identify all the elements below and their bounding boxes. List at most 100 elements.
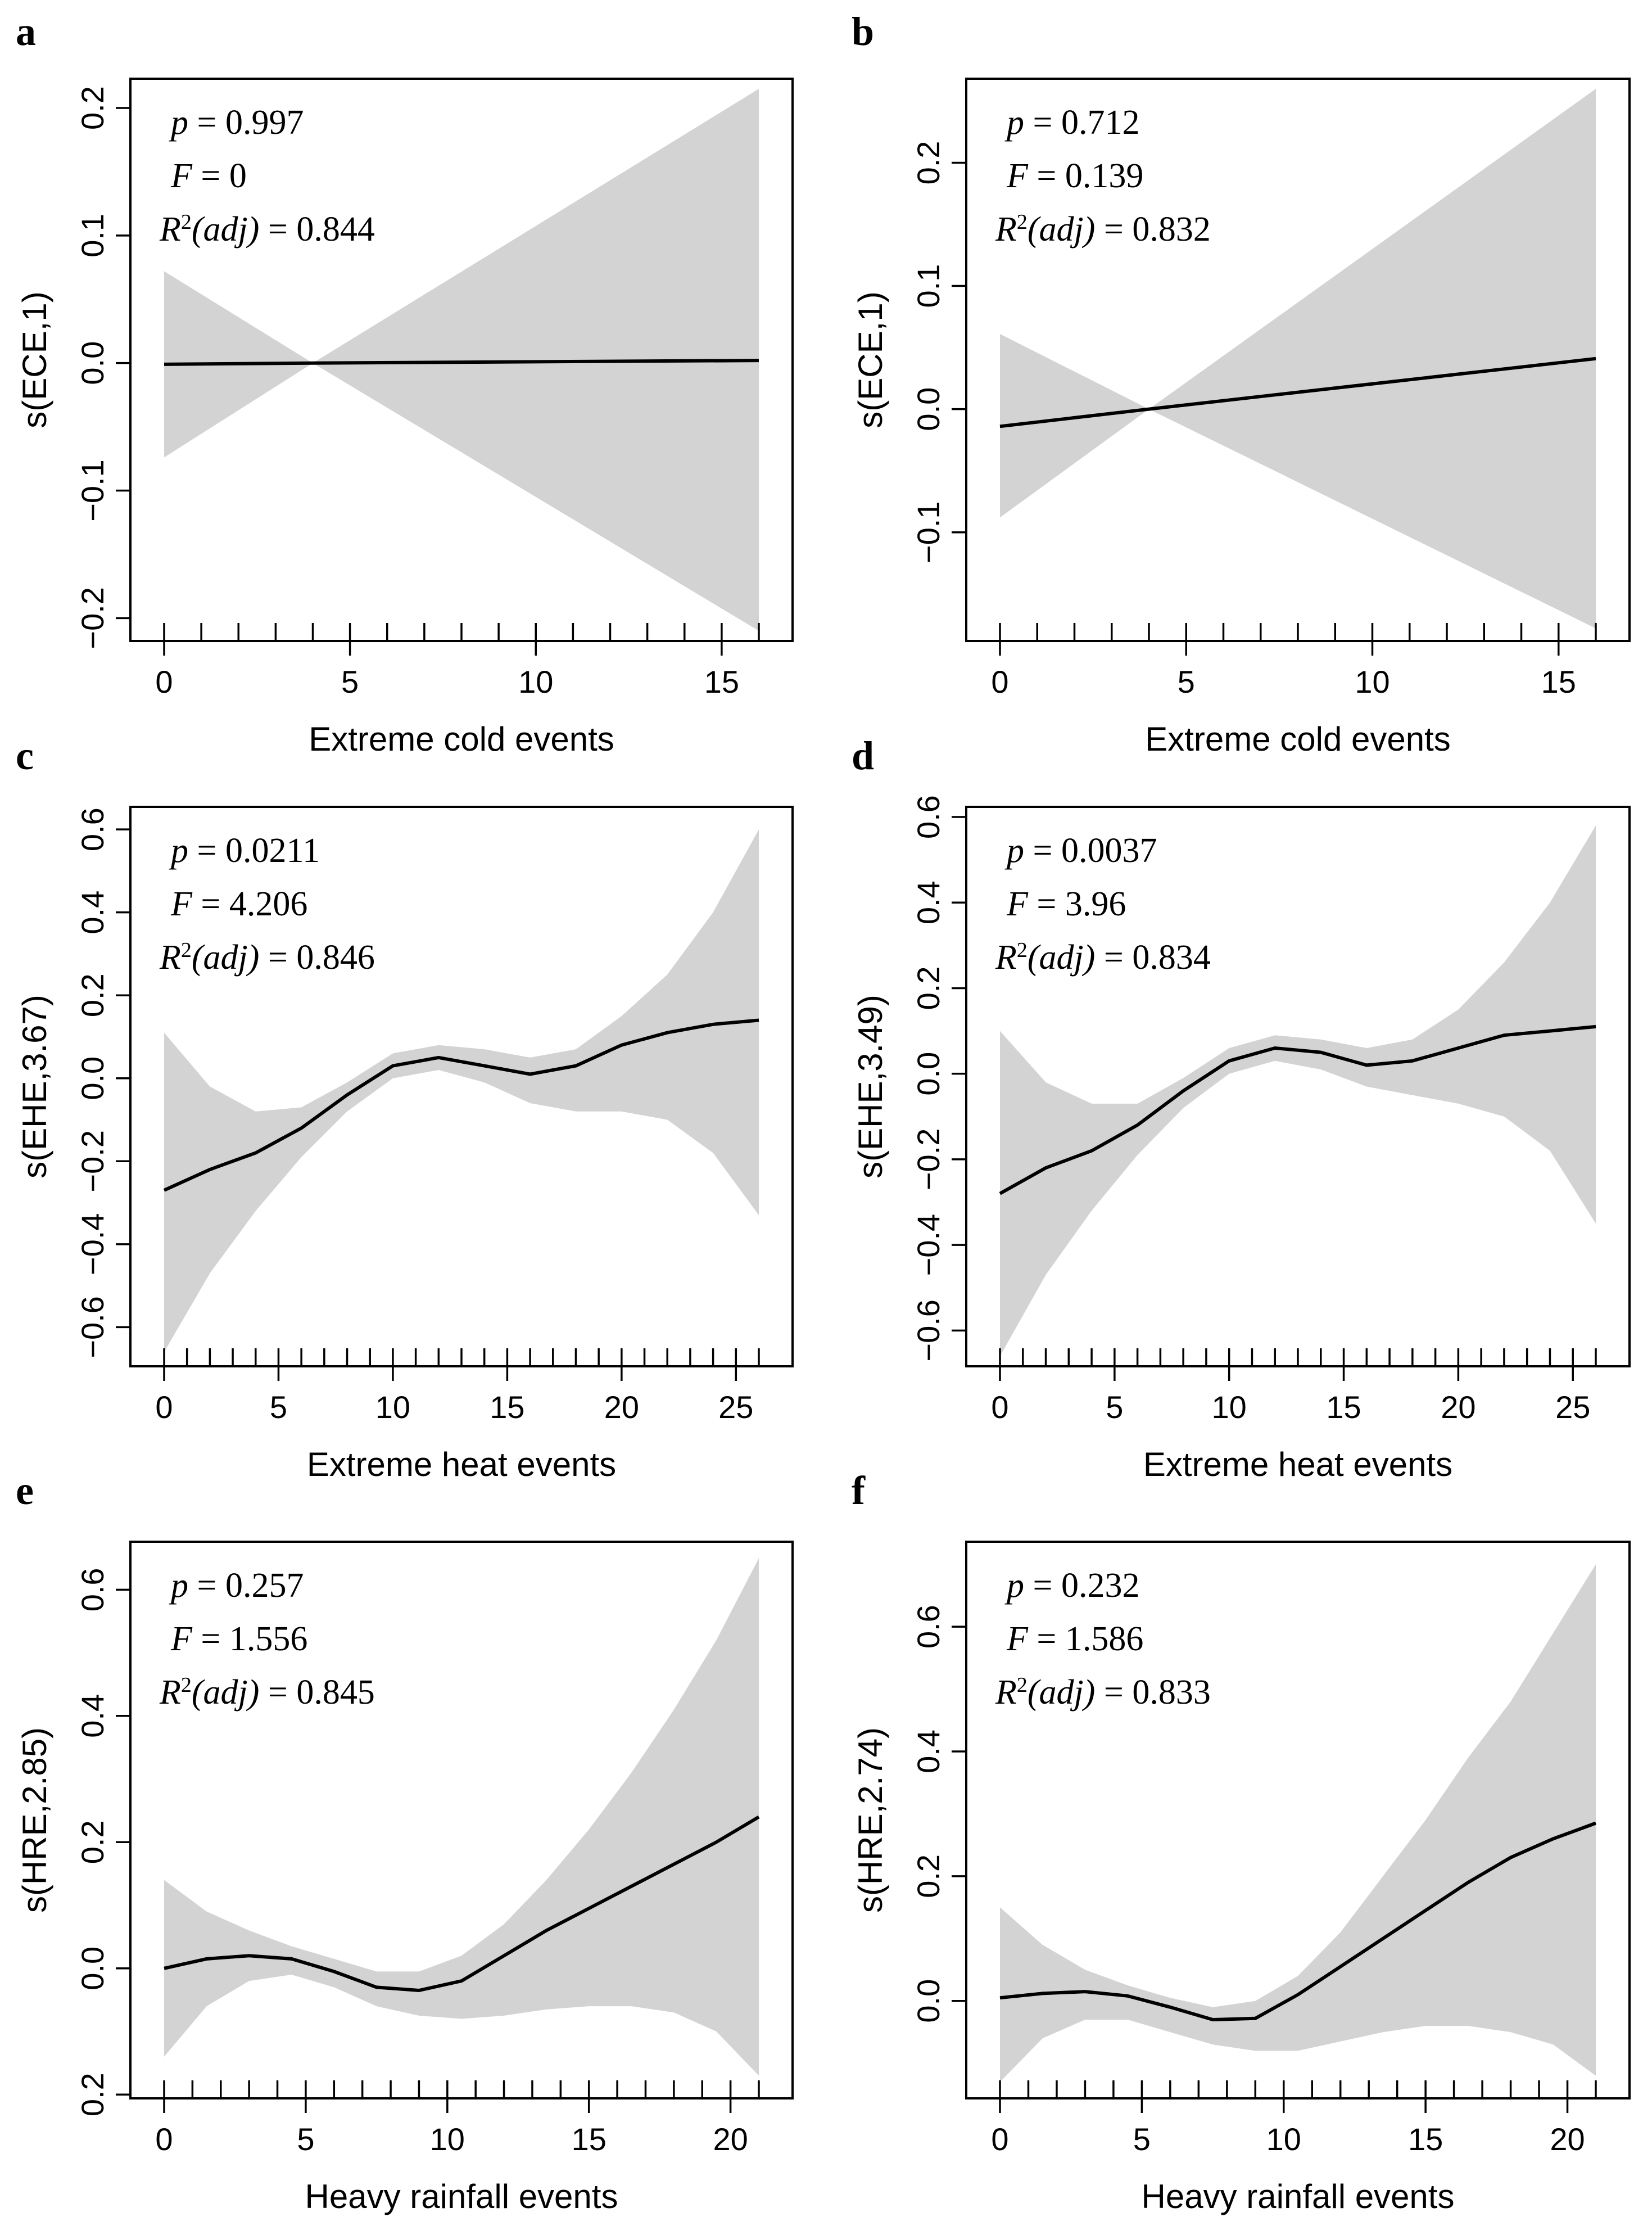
x-tick-label: 25 [1555, 1389, 1590, 1425]
x-tick-label: 5 [1178, 664, 1195, 699]
panel-b: b 0 5 10 15 −0.1 0.0 0.1 0.2 Extreme cold events s… [852, 9, 1631, 758]
stat-p: p = 0.0037 [1004, 832, 1157, 870]
x-tick-label: 20 [713, 2121, 748, 2157]
x-tick-label: 0 [991, 664, 1008, 699]
panel-d: d 0 5 10 15 20 25 −0.6 −0.4 −0.2 0.0 0.2 0.4 0.6 Extre… [852, 733, 1631, 1483]
stat-f: F = 1.556 [170, 1620, 307, 1658]
y-tick-label: 0.2 [75, 2073, 110, 2116]
fitted-line [163, 1018, 759, 1192]
x-tick-label: 15 [1326, 1389, 1361, 1425]
panel-f: f 0 5 10 15 20 0.0 0.2 0.4 0.6 Heavy rainfall even… [852, 1468, 1631, 2215]
stat-r2: R2(adj) = 0.845 [159, 1673, 375, 1712]
y-tick-label: 0.0 [75, 1947, 110, 1990]
stat-p: p = 0.997 [169, 103, 304, 142]
y-tick-label: 0.2 [911, 141, 946, 185]
stat-f: F = 4.206 [170, 885, 307, 923]
fitted-line [999, 1024, 1596, 1195]
y-tick-label: 0.2 [911, 967, 946, 1010]
y-tick-label: 0.2 [75, 973, 110, 1017]
panel-letter: e [16, 1468, 34, 1513]
confidence-band [1000, 1564, 1596, 2082]
confidence-band [164, 89, 759, 631]
x-tick-label: 15 [1541, 664, 1576, 699]
y-tick-label: 0.6 [75, 1568, 110, 1611]
x-tick-label: 5 [297, 2121, 314, 2157]
x-tick-label: 15 [704, 664, 739, 699]
y-axis-title: s(ECE,1) [852, 291, 889, 428]
x-tick-label: 0 [155, 1389, 173, 1425]
x-axis-title: Extreme cold events [309, 720, 614, 758]
stat-r2: R2(adj) = 0.834 [995, 938, 1211, 977]
fitted-line [999, 356, 1596, 428]
x-axis-title: Extreme heat events [307, 1446, 616, 1483]
stat-r2: R2(adj) = 0.846 [159, 938, 375, 977]
stat-f: F = 1.586 [1006, 1620, 1143, 1658]
y-tick-label: 0.0 [911, 1052, 946, 1096]
stat-p: p = 0.232 [1004, 1566, 1139, 1605]
y-axis-title: s(ECE,1) [16, 291, 53, 428]
y-axis-title: s(HRE,2.74) [852, 1727, 889, 1913]
y-tick-label: 0.4 [75, 1694, 110, 1738]
x-tick-label: 10 [375, 1389, 410, 1425]
y-tick-label: −0.2 [75, 587, 110, 649]
x-tick-label: 5 [1106, 1389, 1123, 1425]
x-tick-label: 0 [155, 2121, 173, 2157]
stat-p: p = 0.257 [169, 1566, 304, 1605]
stat-r2: R2(adj) = 0.844 [159, 210, 375, 249]
x-tick-label: 15 [490, 1389, 524, 1425]
x-tick-label: 15 [1408, 2121, 1443, 2157]
y-tick-label: 0.6 [911, 1605, 946, 1649]
y-tick-label: 0.2 [911, 1854, 946, 1898]
x-tick-label: 10 [1355, 664, 1390, 699]
panel-e: e 0 5 10 15 20 0.2 0.0 0.2 0.4 0.6 Heavy rainfall e… [16, 1468, 794, 2215]
stat-f: F = 0.139 [1006, 157, 1143, 195]
y-tick-label: 0.6 [75, 807, 110, 851]
confidence-band [164, 1558, 759, 2076]
stat-r2: R2(adj) = 0.832 [995, 210, 1211, 249]
fitted-line [164, 359, 759, 366]
x-tick-label: 10 [518, 664, 553, 699]
confidence-band [1000, 89, 1596, 629]
panel-letter: b [852, 9, 874, 54]
plot-frame [129, 1541, 794, 2099]
y-axis-title: s(EHE,3.67) [16, 995, 53, 1179]
fitted-line [999, 1821, 1597, 2022]
stat-r2: R2(adj) = 0.833 [995, 1673, 1211, 1712]
x-tick-label: 5 [270, 1389, 287, 1425]
x-tick-label: 10 [430, 2121, 465, 2157]
y-tick-label: −0.4 [75, 1213, 110, 1276]
x-axis-title: Extreme heat events [1143, 1446, 1452, 1483]
stat-p: p = 0.0211 [169, 832, 320, 870]
x-tick-label: 20 [1550, 2121, 1585, 2157]
panel-letter: a [16, 9, 36, 54]
panel-letter: f [852, 1468, 866, 1513]
y-tick-label: −0.2 [75, 1130, 110, 1193]
stat-p: p = 0.712 [1004, 103, 1139, 142]
y-tick-label: 0.6 [911, 795, 946, 839]
y-tick-label: 0.0 [911, 1979, 946, 2023]
panel-letter: d [852, 733, 874, 778]
panel-letter: c [16, 733, 34, 778]
y-tick-label: 0.1 [911, 264, 946, 308]
y-tick-label: 0.0 [911, 387, 946, 431]
y-tick-label: 0.0 [75, 1056, 110, 1100]
confidence-band [1000, 825, 1596, 1356]
y-tick-label: −0.2 [911, 1128, 946, 1191]
y-tick-label: 0.4 [911, 1730, 946, 1773]
x-axis-title: Extreme cold events [1145, 720, 1451, 758]
x-tick-label: 20 [604, 1389, 639, 1425]
x-tick-label: 5 [1133, 2121, 1151, 2157]
x-tick-label: 15 [572, 2121, 607, 2157]
y-tick-label: 0.0 [75, 341, 110, 385]
y-tick-label: 0.4 [911, 881, 946, 924]
x-tick-label: 20 [1441, 1389, 1476, 1425]
x-tick-label: 0 [991, 2121, 1008, 2157]
x-tick-label: 10 [1266, 2121, 1301, 2157]
y-tick-label: −0.4 [911, 1214, 946, 1276]
panel-c: c 0 5 10 15 20 25 −0.6 −0.4 −0.2 0.0 0.2 0.4 0.6 Extre… [16, 733, 794, 1483]
panel-a: a 0 5 10 15 −0.2 −0.1 0.0 0.1 0.2 Extreme cold eve… [16, 9, 794, 758]
x-tick-label: 10 [1212, 1389, 1247, 1425]
y-tick-label: −0.1 [911, 501, 946, 563]
y-tick-label: 0.4 [75, 891, 110, 934]
